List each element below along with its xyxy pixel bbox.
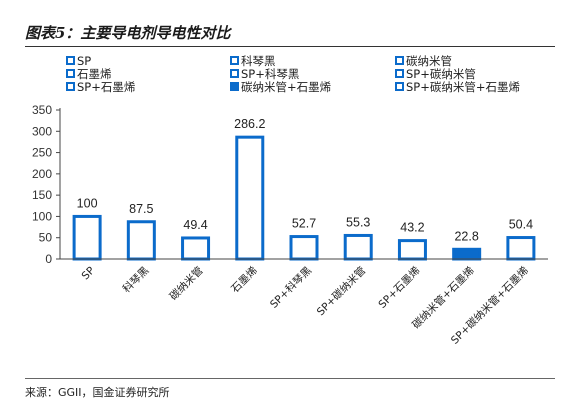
y-tick-label: 150 <box>32 188 52 202</box>
x-tick-label: 石墨烯 <box>228 264 260 296</box>
bar <box>506 236 536 261</box>
legend-label: SP+石墨烯 <box>77 80 135 94</box>
x-tick-label: SP+石墨烯 <box>376 264 423 311</box>
legend-swatch <box>395 82 404 91</box>
data-label: 43.2 <box>400 221 424 235</box>
legend-item: SP <box>66 54 91 68</box>
data-label: 52.7 <box>292 217 316 231</box>
legend-label: 石墨烯 <box>77 67 112 81</box>
data-label: 87.5 <box>129 202 153 216</box>
x-tick-label: 科琴黑 <box>120 264 151 295</box>
legend-item: SP+科琴黑 <box>230 67 299 81</box>
data-label: 50.4 <box>509 218 533 232</box>
legend-item: SP+石墨烯 <box>66 80 135 94</box>
chart-title: 图表5：主要导电剂导电性对比 <box>25 24 231 42</box>
bar <box>72 214 102 261</box>
bar <box>397 239 427 261</box>
x-tick-label: SP+碳纳米管 <box>314 264 368 318</box>
bar <box>343 233 373 261</box>
legend-label: SP+科琴黑 <box>241 67 299 81</box>
legend-item: 科琴黑 <box>230 54 276 68</box>
legend-label: 碳纳米管 <box>406 54 452 68</box>
legend-label: 科琴黑 <box>241 54 276 68</box>
bar <box>289 235 319 261</box>
bar <box>452 247 482 261</box>
legend-swatch <box>66 82 75 91</box>
legend-swatch <box>66 69 75 78</box>
legend-item: SP+碳纳米管+石墨烯 <box>395 80 520 94</box>
x-tick-label: SP+科琴黑 <box>267 264 314 311</box>
legend-swatch <box>230 69 239 78</box>
legend-label: SP+碳纳米管+石墨烯 <box>406 80 520 94</box>
bar <box>235 135 265 261</box>
bar-series: 100 87.5 49.4 286.2 52.7 55.3 43.2 22.8 50.4 <box>72 117 536 261</box>
legend-swatch <box>395 56 404 65</box>
y-tick-label: 50 <box>39 231 53 245</box>
y-tick-label: 300 <box>32 124 52 138</box>
bar <box>181 236 211 261</box>
x-axis: SP 科琴黑 碳纳米管 石墨烯 SP+科琴黑 SP+碳纳米管 SP+石墨烯碳纳米管+石墨烯S… <box>60 258 548 347</box>
legend-item: 碳纳米管 <box>395 54 452 68</box>
data-label: 100 <box>77 196 98 210</box>
data-label: 286.2 <box>234 117 265 131</box>
footer-divider <box>25 378 555 379</box>
legend-item: 石墨烯 <box>66 67 112 81</box>
legend-item: SP+碳纳米管 <box>395 67 476 81</box>
y-tick-label: 0 <box>45 252 52 266</box>
y-axis: 0 50 100 150 200 250 300 350 <box>32 103 61 266</box>
x-tick-label: 碳纳米管 <box>167 264 206 303</box>
y-tick-label: 100 <box>32 209 52 223</box>
x-tick-label: SP <box>80 265 98 283</box>
source-note: 来源：GGII，国金证券研究所 <box>25 386 170 399</box>
bar <box>126 220 156 261</box>
legend-swatch <box>395 69 404 78</box>
data-label: 22.8 <box>454 229 478 243</box>
y-tick-label: 250 <box>32 146 52 160</box>
y-tick-label: 350 <box>32 103 52 117</box>
legend-swatch <box>66 56 75 65</box>
data-label: 49.4 <box>183 218 207 232</box>
legend-swatch <box>230 56 239 65</box>
legend-label: SP+碳纳米管 <box>406 67 476 81</box>
legend-label: 碳纳米管+石墨烯 <box>241 80 331 94</box>
y-tick-label: 200 <box>32 167 52 181</box>
legend-swatch <box>230 82 239 91</box>
legend-item: 碳纳米管+石墨烯 <box>230 80 331 94</box>
legend-label: SP <box>77 54 91 68</box>
title-divider <box>25 46 555 47</box>
data-label: 55.3 <box>346 215 370 229</box>
